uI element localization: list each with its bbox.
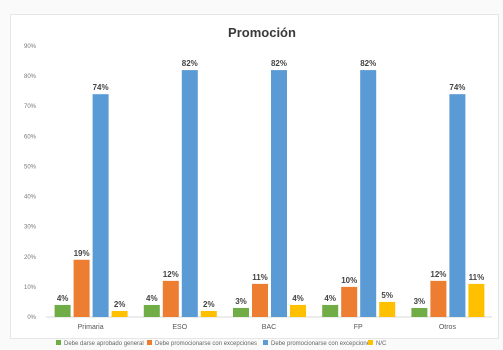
legend-label: Debe darse aprobado general: [64, 341, 144, 347]
bar: [73, 259, 90, 317]
x-tick-label: ESO: [172, 324, 187, 331]
y-tick-label: 50%: [24, 164, 37, 170]
y-tick-label: 20%: [24, 255, 37, 261]
bar: [143, 304, 160, 317]
data-label: 12%: [430, 270, 446, 279]
data-label: 4%: [324, 294, 336, 303]
legend-label: Debe promocionarse con excepciones: [271, 341, 373, 347]
legend: Debe darse aprobado general Debe promocio…: [56, 340, 387, 347]
data-label: 10%: [341, 276, 357, 285]
bar: [379, 301, 396, 317]
bar: [411, 307, 428, 317]
y-tick-label: 70%: [24, 104, 37, 110]
data-label: 3%: [235, 297, 247, 306]
bar: [233, 307, 249, 317]
bars-group: 4% 19% 74% 2% 4% 12% 82% 2% 3% 11% 82% 4% 4% 10% 82% 5%…: [54, 59, 485, 317]
y-tick-label: 40%: [24, 195, 37, 201]
bar: [200, 310, 217, 317]
data-label: 11%: [469, 273, 485, 282]
bar: [92, 94, 109, 317]
data-label: 82%: [360, 59, 376, 68]
data-label: 19%: [74, 249, 90, 258]
bar: [449, 94, 466, 317]
x-axis: Primaria ESO BAC FP Otros: [78, 324, 457, 331]
legend-swatch: [263, 340, 268, 345]
x-tick-label: Otros: [439, 324, 457, 331]
bar: [341, 286, 358, 317]
y-axis: 0% 10% 20% 30% 40% 50% 60% 70% 80% 90%: [24, 44, 37, 321]
y-tick-label: 0%: [27, 315, 36, 321]
data-label: 3%: [414, 297, 426, 306]
data-label: 2%: [114, 300, 126, 309]
bar: [290, 304, 306, 317]
bar: [430, 280, 447, 317]
x-tick-label: BAC: [262, 324, 276, 331]
y-tick-label: 60%: [24, 134, 37, 140]
bar: [468, 283, 485, 317]
bar: [252, 283, 268, 317]
data-label: 4%: [146, 294, 158, 303]
y-tick-label: 10%: [24, 285, 37, 291]
y-tick-label: 80%: [24, 74, 37, 80]
data-label: 74%: [93, 83, 109, 92]
data-label: 4%: [57, 294, 69, 303]
bar: [271, 70, 287, 317]
y-tick-label: 30%: [24, 225, 37, 231]
bar: [54, 304, 71, 317]
legend-swatch: [368, 340, 373, 345]
data-label: 4%: [292, 294, 304, 303]
data-label: 2%: [203, 300, 215, 309]
data-label: 12%: [163, 270, 179, 279]
legend-label: Debe promocionarse con excepciones: [155, 341, 257, 347]
bar: [111, 310, 128, 317]
data-label: 5%: [381, 291, 393, 300]
data-label: 11%: [252, 273, 268, 282]
legend-swatch: [56, 340, 61, 345]
x-tick-label: Primaria: [78, 324, 104, 331]
data-label: 74%: [449, 83, 465, 92]
data-label: 82%: [271, 59, 287, 68]
chart-title: Promoción: [228, 25, 296, 40]
data-label: 82%: [182, 59, 198, 68]
bar: [162, 280, 179, 317]
bar: [322, 304, 339, 317]
y-tick-label: 90%: [24, 44, 37, 50]
x-tick-label: FP: [354, 324, 363, 331]
bar: [360, 70, 377, 317]
legend-label: N/C: [376, 341, 387, 347]
legend-swatch: [147, 340, 152, 345]
bar: [181, 70, 198, 317]
